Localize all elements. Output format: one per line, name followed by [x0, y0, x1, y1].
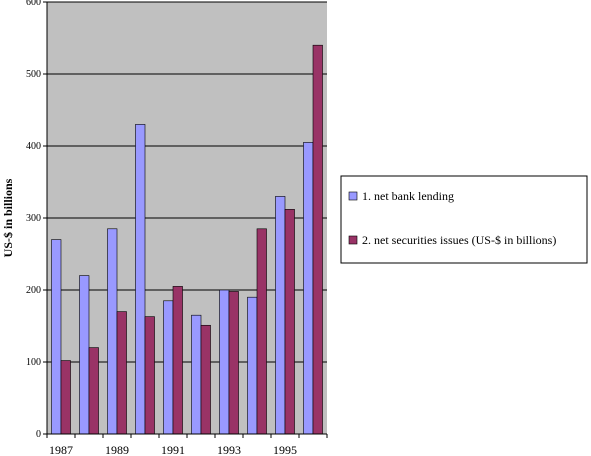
y-tick-label: 500 [26, 69, 41, 80]
bar-net-securities-issues-1992 [200, 324, 211, 435]
bar-net-bank-lending-1987 [51, 239, 62, 435]
bar-net-securities-issues-1991 [172, 286, 183, 435]
y-tick-label: 400 [26, 141, 41, 152]
legend-swatch-net-securities-issues [348, 235, 358, 245]
bar-net-securities-issues-1996 [312, 44, 323, 435]
bar-net-bank-lending-1989 [107, 228, 118, 435]
y-axis-title: US-$ in billions [1, 178, 15, 257]
bar-net-securities-issues-1995 [284, 209, 295, 435]
y-tick-label: 200 [26, 285, 41, 296]
bar-net-securities-issues-1988 [88, 347, 99, 435]
bar-net-bank-lending-1988 [79, 275, 90, 435]
bar-net-securities-issues-1989 [116, 311, 127, 435]
x-tick-label: 1995 [273, 443, 297, 456]
legend-swatch-net-bank-lending [348, 191, 358, 201]
bar-net-bank-lending-1992 [191, 314, 202, 435]
x-tick-label: 1993 [217, 443, 241, 456]
axes [43, 1, 328, 438]
y-tick-labels: 0 100 200 300 400 500 600 [26, 0, 41, 440]
bar-net-securities-issues-1987 [60, 360, 71, 435]
legend: 1. net bank lending 2. net securities is… [340, 175, 588, 264]
y-tick-label: 300 [26, 213, 41, 224]
bar-net-securities-issues-1993 [228, 291, 239, 435]
bar-net-bank-lending-1993 [219, 289, 230, 435]
bar-net-bank-lending-1994 [247, 296, 258, 435]
legend-box [340, 175, 588, 264]
bar-net-bank-lending-1991 [163, 300, 174, 435]
x-tick-label: 1991 [161, 443, 185, 456]
x-tick-label: 1987 [49, 443, 73, 456]
bar-net-bank-lending-1996 [303, 142, 314, 435]
bar-net-securities-issues-1994 [256, 228, 267, 435]
y-tick-label: 0 [36, 429, 41, 440]
legend-label-net-bank-lending: 1. net bank lending [362, 189, 454, 203]
y-tick-label: 600 [26, 0, 41, 8]
bar-net-bank-lending-1990 [135, 124, 146, 435]
x-tick-label: 1989 [105, 443, 129, 456]
bar-net-securities-issues-1990 [144, 316, 155, 435]
legend-label-net-securities-issues: 2. net securities issues (US-$ in billio… [362, 233, 556, 247]
bar-net-bank-lending-1995 [275, 196, 286, 435]
x-tick-labels: 1987 1989 1991 1993 1995 [49, 443, 297, 456]
y-tick-label: 100 [26, 357, 41, 368]
